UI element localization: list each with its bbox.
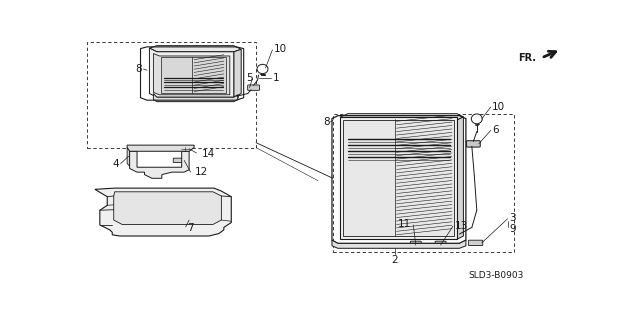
FancyBboxPatch shape	[150, 206, 173, 215]
Polygon shape	[127, 145, 194, 151]
Polygon shape	[234, 49, 241, 97]
Polygon shape	[150, 46, 241, 52]
Polygon shape	[154, 93, 237, 102]
Text: 10: 10	[273, 44, 287, 54]
Ellipse shape	[257, 64, 268, 74]
Text: SLD3-B0903: SLD3-B0903	[468, 271, 524, 280]
Polygon shape	[332, 240, 466, 248]
Text: 9: 9	[509, 224, 516, 234]
Circle shape	[181, 147, 189, 151]
Text: 5: 5	[246, 73, 253, 83]
FancyBboxPatch shape	[410, 241, 421, 246]
Text: 3: 3	[509, 213, 516, 223]
Text: 11: 11	[398, 219, 412, 229]
Polygon shape	[114, 192, 221, 225]
Text: 12: 12	[195, 167, 209, 177]
Polygon shape	[340, 117, 457, 239]
FancyBboxPatch shape	[248, 85, 260, 90]
Bar	[333, 115, 514, 252]
Text: 4: 4	[112, 159, 118, 168]
Polygon shape	[340, 114, 463, 120]
FancyBboxPatch shape	[173, 158, 185, 163]
Text: 14: 14	[202, 149, 215, 159]
Polygon shape	[129, 151, 189, 178]
Text: 1: 1	[273, 73, 279, 83]
FancyBboxPatch shape	[435, 241, 446, 246]
FancyBboxPatch shape	[449, 232, 460, 236]
Text: 2: 2	[392, 255, 398, 265]
Text: 8: 8	[136, 64, 142, 74]
Bar	[88, 42, 256, 148]
Text: 6: 6	[493, 125, 499, 135]
Text: 13: 13	[454, 221, 468, 231]
Text: 7: 7	[187, 223, 193, 233]
Polygon shape	[150, 48, 234, 97]
FancyBboxPatch shape	[227, 94, 238, 99]
Text: 8: 8	[323, 117, 330, 127]
Polygon shape	[127, 148, 129, 166]
Text: FR.: FR.	[518, 53, 536, 63]
Polygon shape	[343, 120, 454, 236]
Polygon shape	[154, 54, 230, 95]
FancyBboxPatch shape	[468, 240, 483, 246]
Text: 10: 10	[492, 102, 505, 112]
FancyBboxPatch shape	[467, 141, 480, 147]
Polygon shape	[457, 117, 463, 239]
Polygon shape	[95, 188, 231, 236]
Ellipse shape	[471, 114, 483, 124]
Polygon shape	[161, 57, 227, 93]
